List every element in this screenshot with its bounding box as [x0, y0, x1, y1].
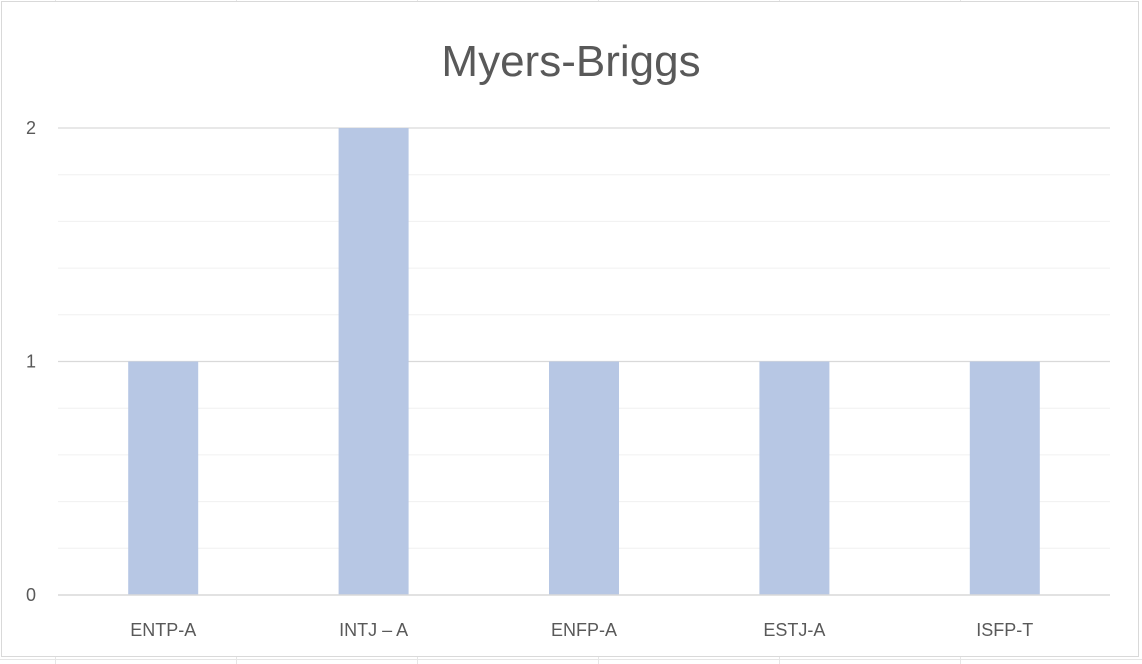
- bar-intj-a[interactable]: [338, 128, 409, 595]
- bar-enfp-a[interactable]: [549, 361, 619, 596]
- cell-gridline: [0, 659, 1142, 660]
- x-tick-label: ENTP-A: [130, 620, 196, 640]
- y-tick-label: 1: [26, 352, 36, 372]
- bar-entp-a[interactable]: [128, 361, 199, 596]
- x-tick-label: INTJ – A: [339, 620, 408, 640]
- y-tick-label: 0: [26, 585, 36, 605]
- bar-isfp-t[interactable]: [969, 361, 1040, 596]
- x-tick-label: ISFP-T: [976, 620, 1033, 640]
- x-tick-label: ESTJ-A: [763, 620, 825, 640]
- y-tick-label: 2: [26, 118, 36, 138]
- plot-area: 0 1 2 ENTP-A INTJ – A ENFP-A ESTJ-A ISFP-T: [26, 118, 1110, 640]
- chart-title: Myers-Briggs: [441, 37, 701, 86]
- bar-estj-a[interactable]: [759, 361, 830, 596]
- x-tick-label: ENFP-A: [551, 620, 617, 640]
